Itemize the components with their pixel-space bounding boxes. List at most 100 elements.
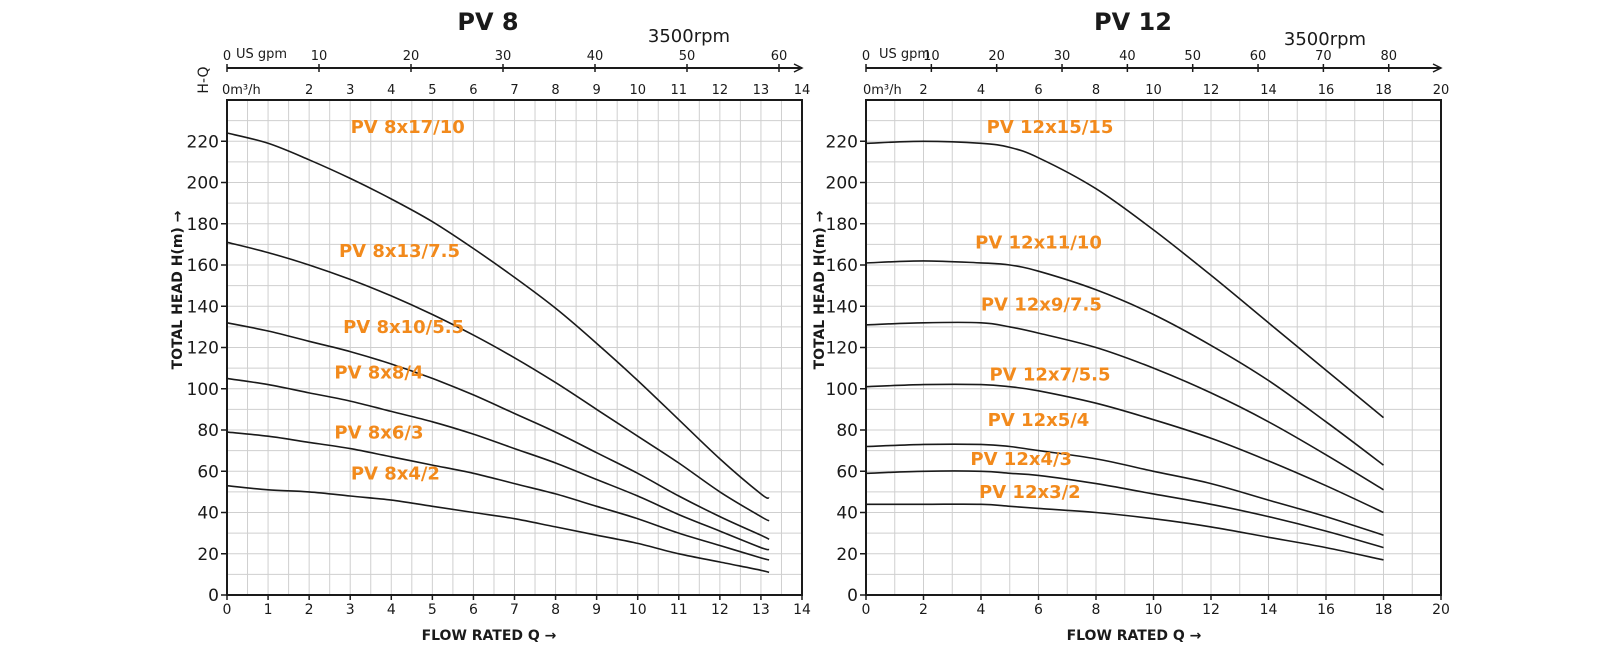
series-line	[226, 241, 770, 522]
hq-label: H-Q	[196, 66, 212, 93]
m3h-tick-label: 4	[977, 83, 985, 98]
m3h-tick-label: 8	[1092, 83, 1100, 98]
m3h-tick-label: 8	[551, 83, 559, 98]
series-line	[226, 431, 770, 561]
m3h-tick-label: 10	[1145, 83, 1162, 98]
gpm-tick-label: 50	[679, 49, 696, 64]
x-tick-label: 4	[977, 602, 986, 618]
y-tick-label: 120	[187, 339, 219, 359]
series-label: PV 8x8/4	[334, 362, 423, 383]
x-axis-title: FLOW RATED Q →	[1067, 628, 1202, 644]
x-tick-label: 14	[793, 602, 811, 618]
m3h-tick-label: 11	[671, 83, 688, 98]
series-label: PV 12x7/5.5	[989, 365, 1110, 386]
gpm-tick-label: 20	[403, 49, 420, 64]
rpm-label: 3500rpm	[648, 26, 730, 47]
series-line	[865, 503, 1384, 561]
gpm-unit-label: US gpm	[236, 47, 287, 62]
y-tick-label: 0	[847, 586, 858, 606]
m3h-tick-label: 7	[510, 83, 518, 98]
x-tick-label: 18	[1375, 602, 1393, 618]
gpm-tick-label: 10	[311, 49, 328, 64]
grid	[866, 100, 1441, 595]
m3h-tick-label: 2	[919, 83, 927, 98]
x-tick-label: 3	[346, 602, 355, 618]
y-tick-label: 100	[187, 380, 219, 400]
m3h-tick-label: 2	[305, 83, 313, 98]
series-line	[865, 260, 1384, 466]
series-line	[226, 322, 770, 541]
y-tick-label: 180	[826, 215, 858, 235]
series-label: PV 12x9/7.5	[981, 294, 1102, 315]
series-label: PV 12x11/10	[975, 233, 1102, 254]
gpm-unit-label: US gpm	[879, 47, 930, 62]
y-tick-label: 20	[836, 545, 858, 565]
x-tick-label: 8	[551, 602, 560, 618]
m3h-tick-label: 14	[794, 83, 811, 98]
gpm-tick-label: 30	[495, 49, 512, 64]
gpm-tick-label: 10	[923, 49, 940, 64]
gpm-tick-label: 80	[1380, 49, 1397, 64]
chart-pv12: PV 12 3500rpm US gpm 0m³/h FLOW RATED Q …	[812, 8, 1450, 644]
y-tick-label: 140	[187, 297, 219, 317]
series-label: PV 12x15/15	[987, 117, 1114, 138]
series-label: PV 12x5/4	[988, 410, 1090, 431]
m3h-tick-label: 13	[753, 83, 770, 98]
y-tick-label: 180	[187, 215, 219, 235]
x-tick-label: 0	[862, 602, 871, 618]
y-tick-label: 120	[826, 339, 858, 359]
y-tick-label: 100	[826, 380, 858, 400]
x-tick-label: 13	[752, 602, 770, 618]
y-tick-label: 80	[836, 421, 858, 441]
x-tick-label: 7	[510, 602, 519, 618]
x-tick-label: 4	[387, 602, 396, 618]
plot-area: 0 2 4 6 8 10 12 14 16 18 2002040608010012014016018…	[826, 49, 1450, 618]
x-tick-label: 6	[469, 602, 478, 618]
gpm-tick-label: 40	[1119, 49, 1136, 64]
y-tick-label: 220	[826, 132, 858, 152]
gpm-tick-label: 30	[1054, 49, 1071, 64]
gpm-tick-label: 40	[587, 49, 604, 64]
x-tick-label: 0	[223, 602, 232, 618]
x-tick-label: 16	[1317, 602, 1335, 618]
grid	[227, 100, 802, 595]
series-line	[865, 383, 1384, 514]
chart-title: PV 8	[457, 8, 518, 36]
series-line	[865, 140, 1385, 419]
y-tick-label: 220	[187, 132, 219, 152]
x-tick-label: 6	[1034, 602, 1043, 618]
series-label: PV 8x17/10	[351, 117, 465, 138]
x-tick-label: 11	[670, 602, 688, 618]
gpm-axis-arrow	[1432, 63, 1443, 73]
series-label: PV 8x6/3	[334, 422, 423, 443]
x-axis-title: FLOW RATED Q →	[422, 628, 557, 644]
series-label: PV 8x10/5.5	[343, 317, 464, 338]
m3h-tick-label: 9	[593, 83, 601, 98]
chart-pv8: PV 8 3500rpm H-Q US gpm 0m³/h FLOW RATED…	[170, 8, 811, 644]
m3h-tick-label: 10	[629, 83, 646, 98]
x-tick-label: 10	[1145, 602, 1163, 618]
m3h-unit-label: 0m³/h	[863, 83, 902, 98]
y-axis-title: TOTAL HEAD H(m) →	[812, 210, 828, 369]
y-tick-label: 80	[197, 421, 219, 441]
x-tick-label: 10	[629, 602, 647, 618]
x-tick-label: 2	[305, 602, 314, 618]
m3h-tick-label: 12	[712, 83, 729, 98]
gpm-axis-arrow	[793, 63, 804, 73]
y-tick-label: 40	[836, 504, 858, 524]
y-axis-title: TOTAL HEAD H(m) →	[170, 210, 186, 369]
y-tick-label: 160	[826, 256, 858, 276]
m3h-tick-label: 12	[1203, 83, 1220, 98]
m3h-unit-label: 0m³/h	[222, 83, 261, 98]
chart-title: PV 12	[1094, 8, 1172, 36]
y-tick-label: 60	[197, 462, 219, 482]
y-tick-label: 200	[826, 174, 858, 194]
m3h-tick-label: 4	[387, 83, 395, 98]
m3h-tick-label: 5	[428, 83, 436, 98]
rpm-label: 3500rpm	[1284, 29, 1366, 50]
series-line	[226, 484, 770, 574]
series-label: PV 12x3/2	[979, 482, 1081, 503]
series-line	[226, 377, 770, 551]
gpm-tick-label: 0	[223, 49, 231, 64]
x-tick-label: 5	[428, 602, 437, 618]
